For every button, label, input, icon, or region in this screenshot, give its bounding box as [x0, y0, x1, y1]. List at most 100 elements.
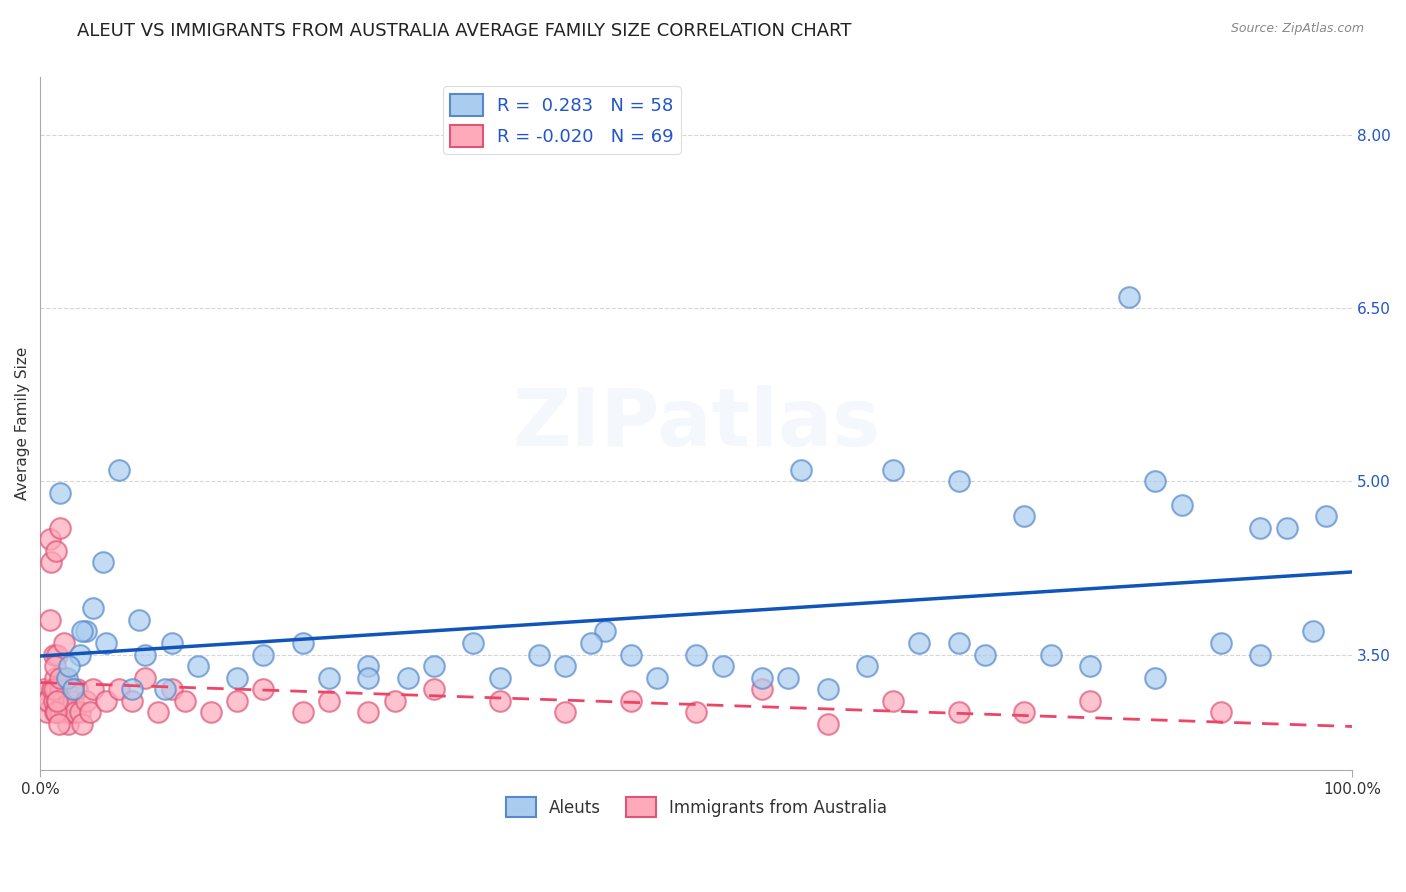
Point: [121, 682, 143, 697]
Point: [291, 636, 314, 650]
Point: [1144, 475, 1167, 489]
Point: [1275, 520, 1298, 534]
Point: [751, 671, 773, 685]
Point: [55, 682, 77, 697]
Y-axis label: Average Family Size: Average Family Size: [15, 347, 30, 500]
Point: [463, 636, 485, 650]
Point: [384, 694, 406, 708]
Point: [44, 706, 66, 720]
Point: [94, 694, 117, 708]
Point: [1014, 706, 1036, 720]
Point: [72, 624, 94, 639]
Point: [974, 648, 997, 662]
Point: [108, 463, 131, 477]
Point: [357, 671, 380, 685]
Point: [62, 682, 84, 697]
Point: [134, 671, 156, 685]
Point: [42, 682, 65, 697]
Point: [620, 648, 643, 662]
Point: [751, 682, 773, 697]
Point: [39, 555, 62, 569]
Point: [38, 613, 60, 627]
Point: [1209, 636, 1232, 650]
Point: [226, 671, 249, 685]
Point: [948, 706, 970, 720]
Point: [53, 636, 76, 650]
Point: [1078, 694, 1101, 708]
Point: [581, 636, 603, 650]
Point: [52, 694, 75, 708]
Point: [42, 694, 65, 708]
Point: [645, 671, 668, 685]
Point: [1249, 648, 1271, 662]
Point: [1302, 624, 1324, 639]
Point: [685, 648, 707, 662]
Point: [423, 682, 446, 697]
Point: [318, 671, 340, 685]
Point: [291, 706, 314, 720]
Point: [882, 463, 904, 477]
Point: [51, 706, 73, 720]
Point: [1249, 520, 1271, 534]
Point: [58, 659, 80, 673]
Point: [46, 694, 69, 708]
Point: [44, 671, 66, 685]
Point: [62, 694, 84, 708]
Point: [778, 671, 800, 685]
Point: [66, 682, 89, 697]
Point: [148, 706, 170, 720]
Point: [59, 706, 82, 720]
Point: [488, 694, 510, 708]
Point: [173, 694, 195, 708]
Point: [790, 463, 813, 477]
Point: [160, 636, 183, 650]
Point: [38, 532, 60, 546]
Point: [108, 682, 131, 697]
Point: [1118, 290, 1140, 304]
Point: [908, 636, 931, 650]
Point: [34, 682, 56, 697]
Point: [554, 659, 576, 673]
Point: [82, 682, 104, 697]
Point: [55, 671, 77, 685]
Point: [948, 475, 970, 489]
Point: [1315, 509, 1337, 524]
Point: [75, 624, 97, 639]
Text: ALEUT VS IMMIGRANTS FROM AUSTRALIA AVERAGE FAMILY SIZE CORRELATION CHART: ALEUT VS IMMIGRANTS FROM AUSTRALIA AVERA…: [77, 22, 852, 40]
Point: [45, 682, 67, 697]
Point: [34, 694, 56, 708]
Point: [711, 659, 734, 673]
Point: [527, 648, 550, 662]
Point: [153, 682, 176, 697]
Point: [82, 601, 104, 615]
Point: [56, 716, 79, 731]
Point: [94, 636, 117, 650]
Text: ZIPatlas: ZIPatlas: [512, 384, 880, 463]
Point: [252, 648, 274, 662]
Point: [1144, 671, 1167, 685]
Point: [128, 613, 150, 627]
Point: [554, 706, 576, 720]
Point: [187, 659, 209, 673]
Point: [60, 682, 83, 697]
Point: [49, 682, 72, 697]
Point: [685, 706, 707, 720]
Point: [318, 694, 340, 708]
Point: [200, 706, 222, 720]
Point: [48, 706, 70, 720]
Point: [49, 486, 72, 500]
Point: [357, 659, 380, 673]
Text: Source: ZipAtlas.com: Source: ZipAtlas.com: [1230, 22, 1364, 36]
Point: [1170, 498, 1192, 512]
Point: [1039, 648, 1062, 662]
Point: [817, 716, 839, 731]
Point: [1209, 706, 1232, 720]
Point: [75, 694, 97, 708]
Point: [37, 694, 59, 708]
Point: [44, 659, 66, 673]
Point: [593, 624, 616, 639]
Point: [817, 682, 839, 697]
Point: [423, 659, 446, 673]
Point: [396, 671, 419, 685]
Point: [93, 555, 115, 569]
